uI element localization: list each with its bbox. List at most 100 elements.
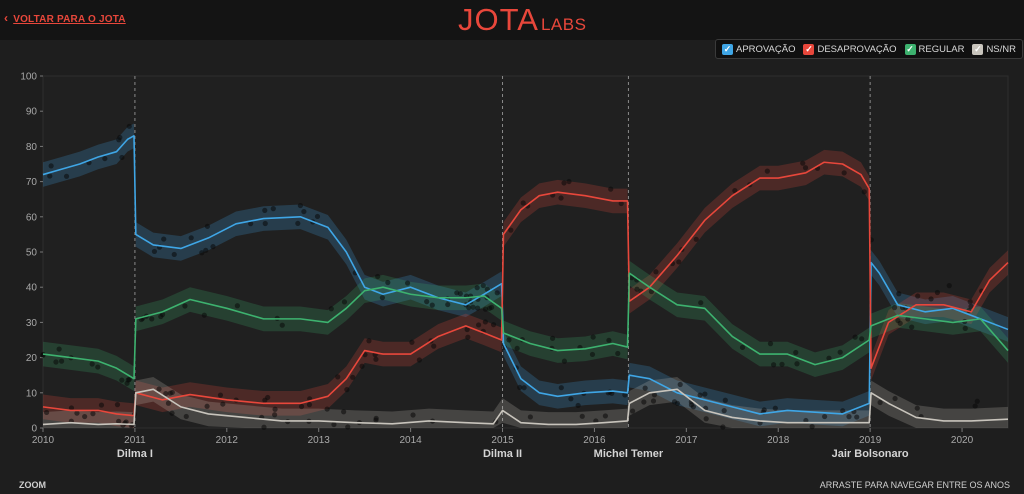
legend-item-desaprovacao[interactable]: ✓ DESAPROVAÇÃO [803,43,897,55]
poll-point [779,361,785,367]
poll-point [165,400,172,406]
poll-point [484,286,490,292]
poll-point [642,385,648,391]
y-tick-label: 90 [26,107,38,118]
poll-point [846,414,852,420]
poll-point [767,341,774,347]
poll-point [826,355,832,361]
legend-label: DESAPROVAÇÃO [817,43,897,55]
poll-point [169,410,175,416]
poll-point [698,300,704,306]
poll-point [590,334,596,340]
poll-point [962,325,968,331]
legend-item-aprovacao[interactable]: ✓ APROVAÇÃO [722,43,795,55]
poll-point [896,291,902,297]
term-label: Dilma I [117,448,153,460]
poll-point [424,299,430,305]
poll-point [575,402,581,409]
poll-point [677,381,683,388]
poll-point [119,154,125,161]
poll-point [204,403,210,409]
poll-point [618,200,624,207]
poll-point [968,303,974,309]
poll-point [861,189,867,195]
poll-point [158,313,164,320]
x-tick-label: 2019 [859,435,882,446]
poll-point [897,320,903,326]
poll-point [350,374,356,380]
poll-point [48,163,54,169]
checkbox-icon[interactable]: ✓ [972,43,984,55]
poll-point [648,288,655,295]
poll-point [634,286,640,292]
top-bar: ‹ VOLTAR PARA O JOTA JOTA LABS [0,0,1024,40]
legend-label: NS/NR [986,43,1016,55]
poll-point [606,337,612,343]
poll-point [188,235,194,241]
poll-point [800,160,806,166]
poll-point [803,417,809,424]
poll-point [490,322,497,328]
poll-point [410,412,416,418]
poll-point [314,213,321,220]
poll-point [622,392,628,398]
back-to-jota-link[interactable]: ‹ VOLTAR PARA O JOTA [4,11,126,25]
poll-point [967,299,973,305]
poll-point [272,406,278,412]
logo-main: JOTA [458,2,539,37]
poll-point [116,418,122,424]
poll-point [676,259,682,265]
poll-point [722,397,728,403]
poll-point [201,312,207,318]
poll-point [341,299,348,305]
checkbox-icon[interactable]: ✓ [904,43,916,55]
poll-point [40,352,46,358]
poll-point [68,405,75,411]
poll-point [579,413,585,419]
poll-point [344,387,350,393]
x-tick-label: 2018 [767,435,790,446]
poll-point [822,413,828,420]
poll-point [298,403,305,410]
poll-point [593,418,599,424]
legend-item-nsnr[interactable]: ✓ NS/NR [972,43,1016,55]
poll-point [454,290,460,296]
poll-point [520,200,526,206]
poll-point [204,223,211,229]
poll-point [404,280,411,286]
checkbox-icon[interactable]: ✓ [803,43,815,55]
confidence-band [43,376,1008,428]
term-label: Michel Temer [594,448,664,460]
poll-point [702,391,708,397]
poll-point [494,290,500,296]
checkbox-icon[interactable]: ✓ [722,43,733,55]
zoom-label[interactable]: ZOOM [19,480,46,490]
series-line [42,272,1009,380]
poll-point [82,413,88,420]
poll-point [561,180,567,186]
poll-point [151,248,158,255]
poll-point [465,334,471,340]
poll-point [74,410,80,416]
poll-point [385,279,391,286]
poll-point [928,296,934,302]
legend-item-regular[interactable]: ✓ REGULAR [904,43,964,55]
poll-point [527,414,533,420]
poll-point [914,405,920,411]
poll-point [854,414,860,420]
poll-point [324,406,330,412]
poll-point [117,134,123,141]
approval-chart[interactable]: 0 10 20 30 40 50 60 70 80 90 100 2010 2011 2012 2013 20… [0,58,1024,470]
poll-point [306,402,313,408]
legend: ✓ APROVAÇÃO ✓ DESAPROVAÇÃO ✓ REGULAR ✓ N… [715,39,1023,59]
series-line [42,135,1009,415]
poll-point [802,165,809,171]
poll-point [521,385,527,391]
poll-point [328,306,334,312]
poll-point [167,390,173,396]
poll-point [466,305,472,311]
poll-point [568,396,574,402]
poll-point [416,357,422,363]
y-tick-label: 100 [20,72,37,83]
poll-point [891,305,898,311]
